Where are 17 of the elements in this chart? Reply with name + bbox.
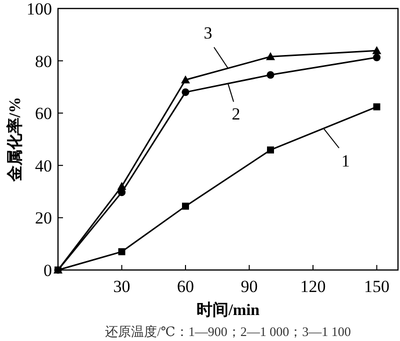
x-tick-label: 60 [177, 277, 194, 296]
series-label: 3 [204, 23, 212, 42]
y-tick-label: 60 [35, 104, 52, 124]
y-tick-label: 20 [35, 208, 52, 228]
x-tick-label: 90 [240, 277, 258, 296]
x-tick-label: 120 [300, 277, 326, 296]
legend-label: 1 [341, 151, 350, 170]
x-tick-label: 150 [364, 277, 390, 296]
y-tick-label: 0 [44, 261, 52, 280]
y-tick-label: 100 [26, 0, 52, 18]
text: 还原温度/℃：1—900；2—1 000；3—1 100 [105, 324, 351, 339]
y-tick-label: 40 [35, 156, 52, 176]
legend-label: 2 [232, 104, 240, 124]
x-axis-title: 时间/min [196, 301, 260, 319]
y-axis-title: 金属化率/% [5, 97, 24, 182]
y-tick-label: 80 [35, 52, 52, 71]
x-tick-label: 30 [113, 277, 130, 296]
